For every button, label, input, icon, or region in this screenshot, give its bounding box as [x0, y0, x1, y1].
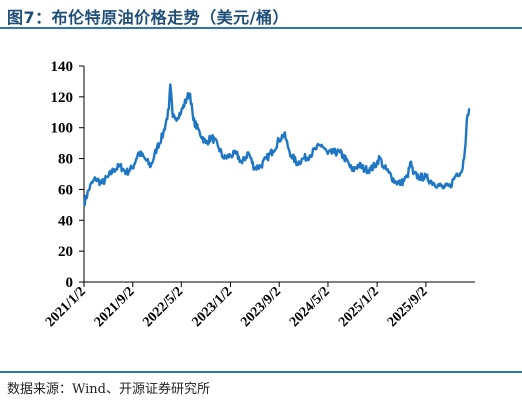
y-tick-label: 0 — [66, 275, 74, 291]
x-tick-label: 2021/1/2 — [43, 284, 89, 330]
y-tick-label: 80 — [58, 152, 73, 168]
y-tick-label: 100 — [51, 121, 74, 137]
x-axis: 2021/1/2 2021/9/2 2022/5/2 2023/1/2 2023/9/2… — [43, 281, 475, 330]
x-tick-label: 2023/9/2 — [238, 284, 284, 330]
x-tick-label: 2022/5/2 — [140, 284, 186, 330]
y-tick-label: 60 — [58, 182, 73, 198]
y-tick-label: 40 — [58, 213, 73, 229]
x-tick-label: 2021/9/2 — [92, 284, 138, 330]
x-tick-label: 2023/1/2 — [189, 284, 235, 330]
x-tick-label: 2024/5/2 — [287, 284, 333, 330]
y-tick-label: 20 — [58, 244, 73, 260]
x-tick-label: 2025/1/2 — [336, 284, 382, 330]
chart: 0 20 40 60 80 100 120 140 2021/1/2 2021/9/2 2022/… — [43, 59, 475, 330]
bottom-divider — [0, 371, 522, 373]
y-tick-label: 120 — [51, 90, 74, 106]
y-tick-label: 140 — [51, 59, 74, 75]
y-axis: 0 20 40 60 80 100 120 140 — [51, 59, 85, 291]
series-line-brent — [82, 83, 471, 207]
page-title: 图7：布伦特原油价格走势（美元/桶） — [7, 8, 289, 27]
top-divider — [0, 27, 522, 29]
x-tick-label: 2025/9/2 — [385, 284, 431, 330]
source-note: 数据来源：Wind、开源证券研究所 — [7, 382, 210, 397]
